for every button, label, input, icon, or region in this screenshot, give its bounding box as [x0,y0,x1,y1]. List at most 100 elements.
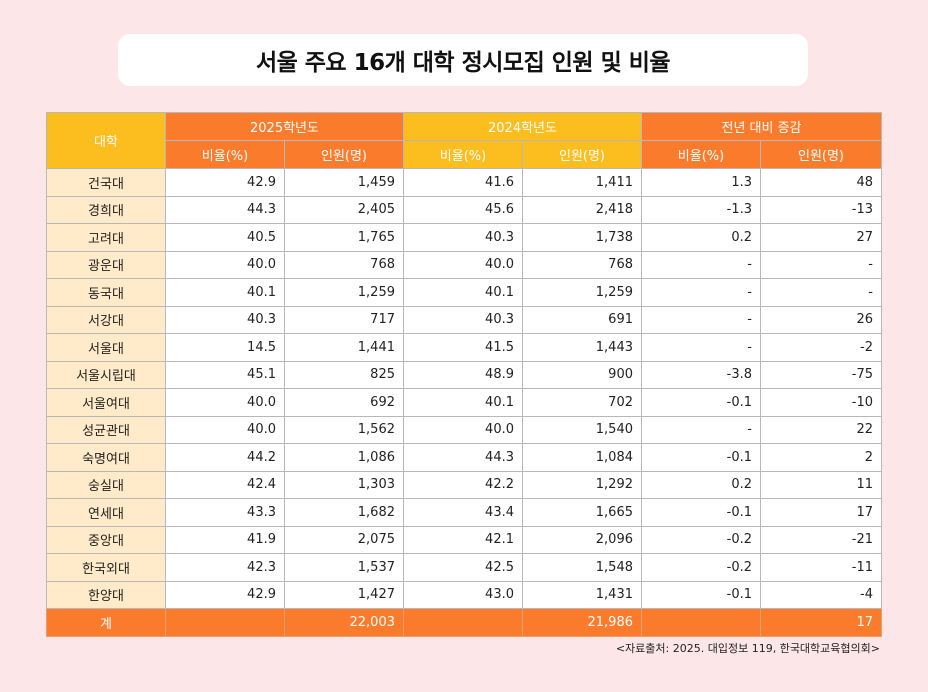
table-cell: - [760,250,882,279]
table-cell: 27 [760,223,882,252]
table-row: 서울대 14.5 1,441 41.5 1,443- -2 [46,333,882,362]
univ-name: 서울시립대 [46,360,166,389]
table-cell: 40.0 [165,415,285,444]
table-cell: - [641,278,761,307]
table-cell: 40.1 [403,388,523,417]
table-cell: 1,738 [522,223,642,252]
table-row: 성균관대 40.0 1,562 40.0 1,540-22 [46,415,882,444]
table-cell: 43.4 [403,498,523,527]
table-cell: -0.1 [641,443,761,472]
univ-name: 서울여대 [46,388,166,417]
table-cell: 2 [760,443,882,472]
table-cell: 41.5 [403,333,523,362]
table-cell: 1,459 [284,168,404,197]
table-cell: 1,427 [284,580,404,609]
table-cell: -2 [760,333,882,362]
table-row: 건국대 42.9 1,459 41.6 1,411 1.3 48 [46,168,882,197]
table-cell: -0.2 [641,553,761,582]
table-cell: 44.3 [165,195,285,224]
table-cell: 692 [284,388,404,417]
total-cell: 21,986 [522,608,642,637]
univ-name: 숙명여대 [46,443,166,472]
table-row: 동국대 40.1 1,259 40.1 1,259- - [46,278,882,307]
table-cell: 14.5 [165,333,285,362]
header-univ: 대학 [46,112,166,169]
table-cell: -13 [760,195,882,224]
table-cell: 42.2 [403,470,523,499]
table-row: 중앙대 41.9 2,075 42.1 2,096 -0.2 -21 [46,525,882,554]
table-cell: 900 [522,360,642,389]
table-cell: 1,765 [284,223,404,252]
header-2024: 2024학년도 [403,112,642,141]
table-cell: - [760,278,882,307]
page-title: 서울 주요 16개 대학 정시모집 인원 및 비율 [255,50,671,76]
table-row: 서울시립대 45.1 825 48.9 900 -3.8 -75 [46,360,882,389]
table-cell: 40.3 [403,305,523,334]
table-cell: 40.1 [165,278,285,307]
table-cell: 1,259 [284,278,404,307]
table-row: 한국외대 42.3 1,537 42.5 1,548 -0.2 -11 [46,553,882,582]
subheader-count-change: 인원(명) [760,140,882,169]
table-cell: 43.3 [165,498,285,527]
table-cell: 1,548 [522,553,642,582]
table-row: 서울여대 40.0 692 40.1 702 -0.1 -10 [46,388,882,417]
univ-name: 동국대 [46,278,166,307]
total-cell: 22,003 [284,608,404,637]
table-cell: -0.1 [641,388,761,417]
table-cell: 22 [760,415,882,444]
table-cell: 2,096 [522,525,642,554]
table-cell: 0.2 [641,223,761,252]
table-cell: -3.8 [641,360,761,389]
admission-table: 대학 2025학년도 2024학년도 전년 대비 증감 비율(%) 인원(명) … [46,112,882,637]
table-cell: 42.5 [403,553,523,582]
table-row: 한양대 42.9 1,427 43.0 1,431 -0.1 -4 [46,580,882,609]
table-cell: -21 [760,525,882,554]
table-cell: 2,075 [284,525,404,554]
total-cell [165,608,285,637]
table-cell: 44.3 [403,443,523,472]
table-cell: 17 [760,498,882,527]
table-cell: 1,562 [284,415,404,444]
table-cell: 40.0 [165,388,285,417]
table-cell: 11 [760,470,882,499]
table-row: 경희대 44.3 2,405 45.6 2,418 -1.3 -13 [46,195,882,224]
table-cell: - [641,415,761,444]
table-row: 고려대 40.5 1,765 40.3 1,738 0.2 27 [46,223,882,252]
subheader-count-2025: 인원(명) [284,140,404,169]
table-cell: 768 [284,250,404,279]
table-cell: 1,682 [284,498,404,527]
table-cell: 1,292 [522,470,642,499]
subheader-ratio-2024: 비율(%) [403,140,523,169]
table-row: 숭실대 42.4 1,303 42.2 1,292 0.2 11 [46,470,882,499]
table-cell: 40.0 [403,250,523,279]
total-row: 계 22,003 21,986 17 [46,608,882,637]
univ-name: 중앙대 [46,525,166,554]
table-cell: 1,431 [522,580,642,609]
table-cell: -1.3 [641,195,761,224]
table-cell: 44.2 [165,443,285,472]
table-row: 서강대 40.3 717 40.3 691-26 [46,305,882,334]
table-cell: 1.3 [641,168,761,197]
table-cell: 41.6 [403,168,523,197]
table-cell: -0.1 [641,498,761,527]
table-cell: - [641,333,761,362]
univ-name: 서강대 [46,305,166,334]
table-cell: 2,418 [522,195,642,224]
table-cell: 1,084 [522,443,642,472]
univ-name: 성균관대 [46,415,166,444]
univ-name: 경희대 [46,195,166,224]
table-cell: 42.1 [403,525,523,554]
univ-name: 건국대 [46,168,166,197]
table-cell: 1,540 [522,415,642,444]
table-cell: 42.9 [165,168,285,197]
table-cell: 41.9 [165,525,285,554]
univ-name: 연세대 [46,498,166,527]
table-cell: 43.0 [403,580,523,609]
table-cell: 691 [522,305,642,334]
header-2025: 2025학년도 [165,112,404,141]
table-cell: 1,303 [284,470,404,499]
table-cell: - [641,250,761,279]
table-cell: 717 [284,305,404,334]
univ-name: 한양대 [46,580,166,609]
table-cell: 40.1 [403,278,523,307]
